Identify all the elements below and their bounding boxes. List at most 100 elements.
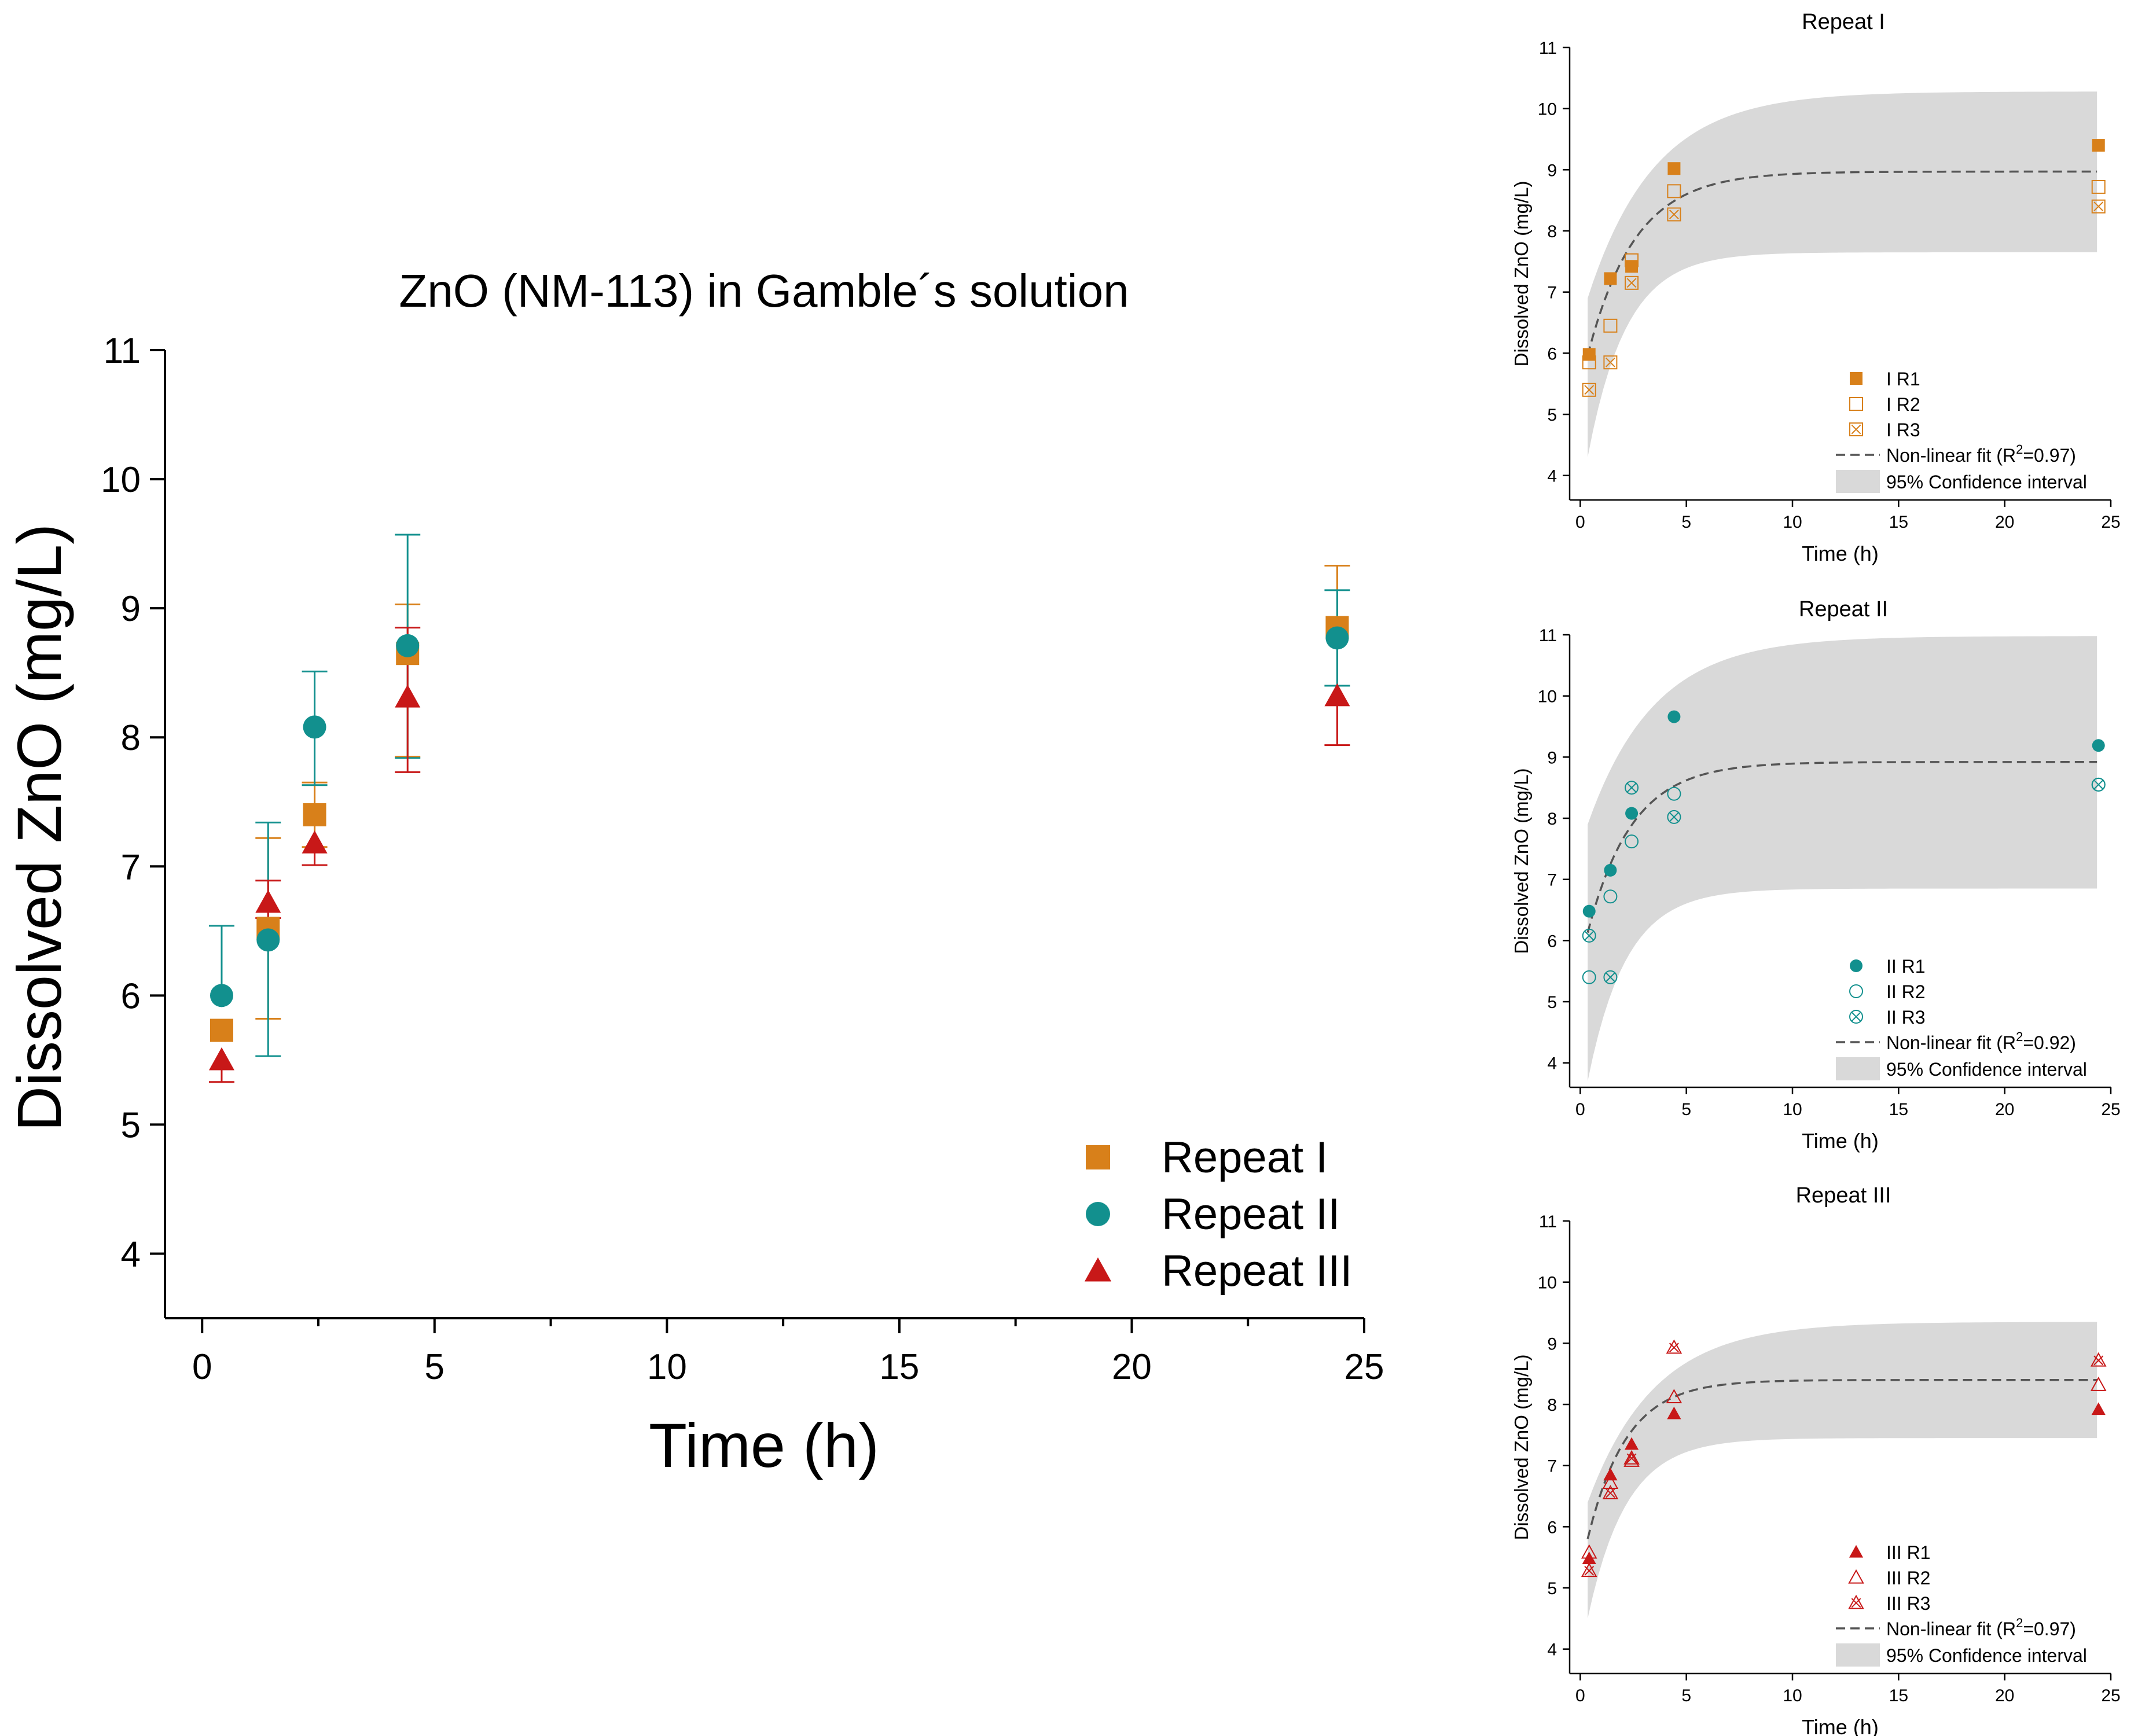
panel-title: Repeat II — [1799, 597, 1888, 621]
panel-legend-label: I R2 — [1886, 394, 1920, 415]
panel-legend-label: I R3 — [1886, 420, 1920, 440]
panel-point — [1603, 1467, 1618, 1481]
panel-y-tick-label: 9 — [1547, 1334, 1557, 1354]
panel-y-tick-label: 6 — [1547, 344, 1557, 363]
panel-point — [1625, 807, 1639, 820]
panel-legend-marker-cross — [1851, 1012, 1861, 1022]
panel-title: Repeat I — [1802, 10, 1885, 34]
panel-x-tick-label: 15 — [1889, 1686, 1908, 1705]
panel-x-axis-label: Time (h) — [1802, 1129, 1879, 1153]
panel-point — [2091, 777, 2106, 792]
panel-repeat-i: Repeat I 4 5 6 7 8 9 10 11 0 5 10 15 20 25 Time (h) Diss… — [1511, 10, 2121, 565]
fit-label-sup: 2 — [2016, 442, 2023, 457]
legend-marker-repeat_III — [1084, 1257, 1112, 1282]
main-chart-title: ZnO (NM-113) in Gamble´s solution — [399, 265, 1129, 317]
panel-point — [1667, 710, 1681, 723]
legend-label-repeat_I: Repeat I — [1162, 1133, 1328, 1182]
point-repeat_II — [303, 715, 326, 739]
panel-x-tick-label: 15 — [1889, 1100, 1908, 1119]
panel-x-tick-label: 25 — [2101, 1686, 2120, 1705]
confidence-band — [1588, 91, 2097, 458]
main-x-tick-label: 20 — [1112, 1347, 1152, 1387]
panel-y-tick-label: 10 — [1538, 1274, 1557, 1293]
panel-legend-marker-cross — [1851, 1598, 1861, 1608]
panel-legend-ci-label: 95% Confidence interval — [1886, 1645, 2087, 1666]
panel-legend-marker — [1849, 397, 1863, 411]
panel-legend-fit-label: Non-linear fit (R2=0.92) — [1886, 1029, 2076, 1053]
panel-x-axis-label: Time (h) — [1802, 542, 1879, 565]
panel-y-axis-label: Dissolved ZnO (mg/L) — [1511, 1355, 1532, 1540]
panel-legend-marker — [1848, 1594, 1864, 1609]
panel-y-tick-label: 4 — [1547, 467, 1557, 486]
confidence-band — [1588, 636, 2097, 1082]
panel-y-tick-label: 11 — [1539, 39, 1557, 58]
panel-title: Repeat III — [1796, 1183, 1891, 1208]
panel-point — [1667, 810, 1681, 824]
panel-point-cross — [1605, 357, 1615, 367]
panel-legend-label: II R3 — [1886, 1007, 1926, 1028]
panel-point — [1625, 781, 1639, 795]
panel-x-tick-label: 5 — [1681, 1686, 1691, 1705]
panel-legend-marker-cross — [1851, 424, 1861, 435]
panel-legend-label: II R2 — [1886, 981, 1926, 1002]
panel-x-tick-label: 25 — [2101, 513, 2120, 532]
panel-point — [1603, 318, 1618, 333]
panel-point-cross — [1669, 812, 1679, 822]
panel-legend-marker — [1849, 1010, 1863, 1024]
panel-point — [1667, 184, 1681, 198]
point-repeat_III — [1324, 683, 1350, 707]
fit-label-end: =0.97) — [2023, 1619, 2076, 1639]
panel-point — [1667, 162, 1681, 175]
panel-legend-fit-label: Non-linear fit (R2=0.97) — [1886, 442, 2076, 466]
point-repeat_II — [256, 928, 280, 952]
main-x-tick-label: 25 — [1344, 1347, 1384, 1387]
panel-y-tick-label: 7 — [1547, 284, 1557, 303]
panel-x-tick-label: 15 — [1889, 513, 1908, 532]
panel-point — [2091, 179, 2106, 194]
panel-point — [1602, 1474, 1619, 1489]
legend-label-repeat_II: Repeat II — [1162, 1190, 1340, 1239]
panel-x-tick-label: 0 — [1575, 1686, 1585, 1705]
panel-x-tick-label: 25 — [2101, 1100, 2120, 1119]
point-repeat_III — [208, 1047, 234, 1071]
point-repeat_II — [396, 634, 420, 657]
main-y-tick-label: 4 — [121, 1234, 141, 1274]
panel-point-cross — [1669, 209, 1679, 219]
panel-legend-label: I R1 — [1886, 369, 1920, 389]
point-repeat_I — [303, 803, 326, 827]
panel-legend-ci-swatch — [1836, 1643, 1880, 1667]
panel-legend-marker — [1850, 372, 1863, 385]
main-y-axis-label: Dissolved ZnO (mg/L) — [4, 524, 74, 1131]
fit-label-text: Non-linear fit (R — [1886, 1619, 2016, 1639]
panel-legend-marker — [1850, 959, 1863, 972]
panel-x-tick-label: 20 — [1995, 1100, 2014, 1119]
main-y-tick-label: 6 — [121, 976, 141, 1016]
panel-point — [1603, 355, 1618, 370]
panel-legend-label: III R2 — [1886, 1568, 1930, 1588]
panel-point — [1604, 863, 1617, 877]
main-y-tick-label: 11 — [104, 331, 141, 371]
panel-point — [1581, 1562, 1597, 1577]
panel-point — [1582, 355, 1596, 370]
panel-x-tick-label: 20 — [1995, 1686, 2014, 1705]
panel-point — [1666, 1389, 1683, 1404]
panel-y-axis-label: Dissolved ZnO (mg/L) — [1511, 768, 1532, 954]
panel-legend-ci-label: 95% Confidence interval — [1886, 472, 2087, 492]
legend-label-repeat_III: Repeat III — [1162, 1246, 1353, 1296]
panel-legend-ci-label: 95% Confidence interval — [1886, 1059, 2087, 1080]
panel-y-tick-label: 8 — [1547, 1396, 1557, 1415]
panel-legend-marker — [1849, 984, 1863, 998]
panel-x-tick-label: 0 — [1575, 513, 1585, 532]
main-y-tick-label: 8 — [121, 718, 141, 758]
panel-y-tick-label: 8 — [1547, 810, 1557, 829]
panel-point-cross — [2093, 779, 2104, 790]
fit-label-sup: 2 — [2016, 1616, 2023, 1630]
panel-point — [1582, 928, 1596, 943]
panel-y-tick-label: 7 — [1547, 871, 1557, 890]
point-repeat_II — [210, 984, 233, 1007]
panel-point — [1625, 275, 1639, 290]
panel-point-cross — [1584, 930, 1595, 941]
panel-y-tick-label: 10 — [1538, 100, 1557, 119]
panel-y-tick-label: 11 — [1539, 626, 1557, 645]
point-repeat_II — [1325, 626, 1349, 650]
